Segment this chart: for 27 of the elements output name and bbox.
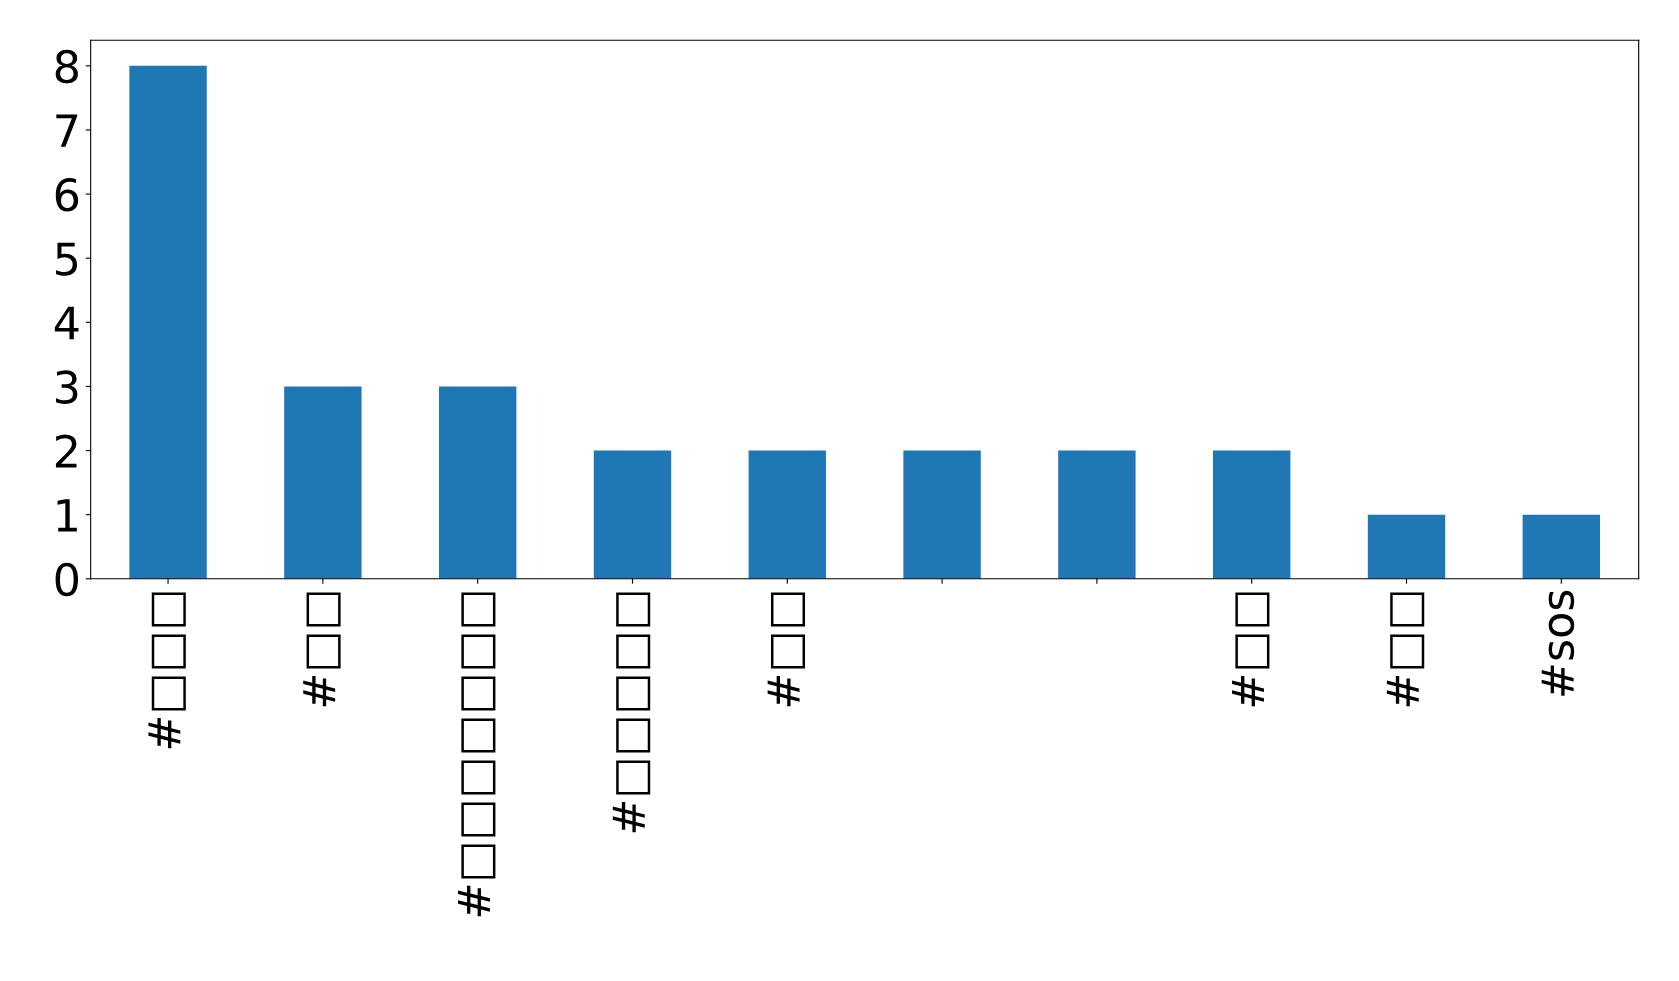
y-tick-label: 3 bbox=[56, 370, 78, 404]
y-tick-label: 4 bbox=[54, 306, 79, 340]
bar bbox=[1522, 514, 1600, 579]
bar bbox=[1058, 450, 1136, 579]
y-tick-label: 8 bbox=[55, 49, 78, 84]
y-tick-label: 5 bbox=[56, 242, 78, 276]
y-tick-label: 2 bbox=[55, 434, 77, 468]
bar bbox=[1367, 514, 1446, 579]
bar bbox=[1212, 450, 1291, 579]
bar bbox=[593, 450, 672, 579]
x-tick-label: #□□ bbox=[767, 592, 806, 707]
bar bbox=[438, 386, 517, 579]
x-tick-label: #□□ bbox=[1386, 592, 1425, 707]
bar bbox=[748, 450, 826, 579]
x-tick-label: #□□ bbox=[303, 592, 341, 707]
y-tick-label: 1 bbox=[57, 499, 77, 532]
x-tick-label: #□□□□□ bbox=[612, 592, 651, 833]
y-tick-label: 6 bbox=[55, 178, 79, 212]
y-tick-label: 0 bbox=[55, 562, 78, 597]
bar bbox=[129, 65, 207, 579]
x-tick-label: #□□ bbox=[1232, 592, 1270, 707]
x-tick-label: #□□□□□□□ bbox=[458, 592, 496, 917]
bar bbox=[284, 386, 362, 579]
bar bbox=[903, 450, 981, 579]
x-tick-label: #sos bbox=[1541, 590, 1575, 696]
x-tick-label: #□□□ bbox=[148, 592, 186, 749]
y-tick-label: 7 bbox=[56, 114, 78, 147]
